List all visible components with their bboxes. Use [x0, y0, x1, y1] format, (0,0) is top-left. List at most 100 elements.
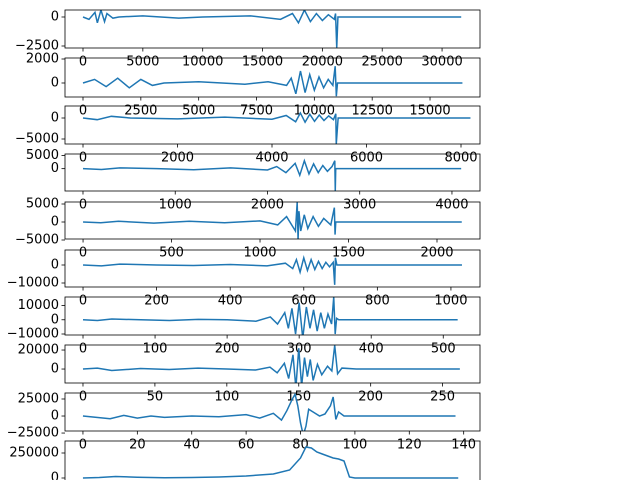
x-tick-label: 200: [358, 390, 383, 405]
x-tick-label: 0: [79, 438, 87, 453]
y-tick-label: 10000: [18, 298, 59, 313]
x-tick-label: 60: [238, 438, 255, 453]
y-tick-label: −25000: [7, 426, 59, 441]
x-tick-label: 15000: [242, 55, 283, 70]
x-tick-label: 250: [430, 390, 455, 405]
x-tick-label: 100: [342, 438, 367, 453]
data-line: [83, 202, 462, 239]
axes-frame: [64, 105, 481, 145]
y-tick-label: 0: [51, 312, 59, 327]
y-tick-label: −5000: [15, 132, 59, 147]
x-tick-label: 1000: [434, 294, 467, 309]
x-tick-label: 100: [143, 342, 168, 357]
x-tick-label: 2000: [251, 198, 284, 213]
axes: 0 250000: [9, 440, 481, 480]
y-tick-label: −10000: [7, 327, 59, 342]
x-tick-label: 0: [79, 390, 87, 405]
y-tick-label: 2000: [26, 51, 59, 66]
data-line: [82, 66, 463, 97]
axes: 0 −2500 0 5000 10000 15000 20000 25000 30000: [15, 9, 481, 70]
x-tick-label: 1500: [332, 246, 365, 261]
x-tick-label: 2000: [161, 151, 194, 166]
x-tick-label: 0: [79, 198, 87, 213]
x-tick-label: 200: [144, 294, 169, 309]
x-tick-label: 4000: [255, 151, 288, 166]
x-tick-label: 5000: [182, 104, 215, 119]
x-tick-label: 30000: [421, 55, 462, 70]
x-tick-label: 12500: [352, 104, 393, 119]
data-line: [82, 393, 456, 431]
y-tick-label: 250000: [9, 446, 59, 461]
x-tick-label: 25000: [362, 55, 403, 70]
x-tick-label: 50: [147, 390, 164, 405]
data-line: [82, 10, 462, 48]
y-tick-label: 0: [51, 257, 59, 272]
x-tick-label: 100: [214, 390, 239, 405]
x-tick-label: 1000: [243, 246, 276, 261]
x-tick-label: 400: [218, 294, 243, 309]
y-tick-label: 0: [51, 161, 59, 176]
x-tick-label: 10000: [182, 55, 223, 70]
axes-frame: [64, 57, 481, 98]
x-tick-label: 400: [359, 342, 384, 357]
y-tick-label: −10000: [7, 276, 59, 291]
x-tick-label: 5000: [126, 55, 159, 70]
x-tick-label: 1000: [159, 198, 192, 213]
x-tick-label: 40: [183, 438, 200, 453]
y-tick-label: 25000: [18, 391, 59, 406]
y-tick-label: 5000: [26, 148, 59, 163]
x-tick-label: 0: [79, 246, 87, 261]
x-tick-label: 80: [292, 438, 309, 453]
data-line: [82, 158, 462, 191]
axes-frame: [64, 296, 481, 336]
x-tick-label: 120: [397, 438, 422, 453]
x-tick-label: 140: [451, 438, 476, 453]
data-line: [82, 297, 458, 335]
axes: −25000 0 25000 0 20 40 60 80 100 120 140: [7, 391, 481, 453]
axes: −5000 0 5000 0 500 1000 1500 2000: [15, 197, 481, 261]
axes-frame: [64, 440, 481, 480]
x-tick-label: 20: [129, 438, 146, 453]
x-tick-label: 0: [79, 55, 87, 70]
x-tick-label: 3000: [343, 198, 376, 213]
axes-frame: [64, 201, 481, 240]
y-tick-label: 0: [51, 409, 59, 424]
x-tick-label: 15000: [409, 104, 450, 119]
x-tick-label: 500: [431, 342, 456, 357]
y-tick-label: 0: [51, 215, 59, 230]
x-tick-label: 500: [159, 246, 184, 261]
x-tick-label: 0: [79, 151, 87, 166]
data-line: [82, 111, 471, 144]
axes-frame: [64, 344, 481, 384]
y-tick-label: 0: [51, 111, 59, 126]
x-tick-label: 2500: [124, 104, 157, 119]
x-tick-label: 0: [79, 104, 87, 119]
axes-frame: [64, 9, 481, 49]
axes: −5000 0 0 2000 4000 6000 8000: [15, 105, 481, 166]
x-tick-label: 2000: [420, 246, 453, 261]
data-line: [82, 345, 460, 383]
x-tick-label: 7500: [240, 104, 273, 119]
x-tick-label: 6000: [350, 151, 383, 166]
y-tick-label: 0: [51, 471, 59, 480]
x-tick-label: 0: [79, 342, 87, 357]
data-line: [82, 446, 459, 479]
y-tick-label: −5000: [15, 233, 59, 248]
y-tick-label: 20000: [18, 343, 59, 358]
y-tick-label: −2500: [15, 39, 59, 54]
x-tick-label: 200: [215, 342, 240, 357]
y-tick-label: 0: [51, 75, 59, 90]
x-tick-label: 0: [79, 294, 87, 309]
x-tick-label: 8000: [444, 151, 477, 166]
x-tick-label: 10000: [294, 104, 335, 119]
x-tick-label: 20000: [302, 55, 343, 70]
x-tick-label: 600: [291, 294, 316, 309]
axes-frame: [64, 392, 481, 432]
axes-frame: [64, 249, 481, 288]
x-tick-label: 4000: [435, 198, 468, 213]
x-tick-label: 800: [365, 294, 390, 309]
